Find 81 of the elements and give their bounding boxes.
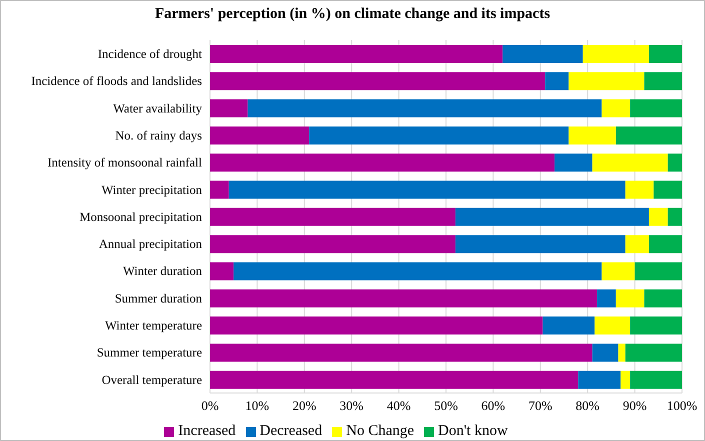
bar xyxy=(455,208,649,226)
y-tick-label: No. of rainy days xyxy=(115,128,202,142)
bar xyxy=(210,99,248,118)
y-tick-label: Overall temperature xyxy=(102,372,202,387)
bar xyxy=(625,180,654,199)
x-tick-label: 10% xyxy=(245,398,270,414)
bar xyxy=(668,208,682,226)
bar xyxy=(210,316,543,335)
legend-label: Don't know xyxy=(438,423,508,439)
bar xyxy=(545,72,569,90)
bar xyxy=(568,72,644,90)
bar xyxy=(602,99,630,118)
bar xyxy=(210,344,592,362)
bar xyxy=(625,235,649,254)
bar xyxy=(592,154,668,172)
y-tick-label: Winter duration xyxy=(123,264,203,278)
bar xyxy=(554,154,592,172)
bar xyxy=(592,344,618,362)
y-tick-label: Incidence of drought xyxy=(98,47,203,62)
bar xyxy=(455,235,626,254)
x-tick-label: 80% xyxy=(576,398,600,414)
bar xyxy=(648,235,682,254)
y-tick-label: Monsoonal precipitation xyxy=(79,210,203,224)
bar xyxy=(210,289,598,308)
bar xyxy=(620,370,630,389)
legend-label: Decreased xyxy=(260,423,322,439)
bar xyxy=(502,45,583,63)
bar xyxy=(568,126,616,144)
bar xyxy=(210,126,310,144)
bar xyxy=(630,316,682,335)
bar xyxy=(210,208,456,226)
y-tick-label: Intensity of monsoonal rainfall xyxy=(48,156,203,170)
bar xyxy=(210,154,555,172)
bar xyxy=(597,289,616,308)
x-tick-label: 60% xyxy=(481,398,506,414)
bar xyxy=(602,262,635,280)
x-tick-label: 30% xyxy=(340,398,364,414)
bar xyxy=(616,126,682,144)
legend-label: No Change xyxy=(346,423,414,439)
bar xyxy=(210,235,456,254)
bar xyxy=(644,289,682,308)
y-tick-label: Winter temperature xyxy=(104,318,202,333)
bar xyxy=(654,180,682,199)
bar xyxy=(644,72,682,90)
bar xyxy=(634,262,682,280)
x-tick-label: 70% xyxy=(528,398,552,414)
bar xyxy=(234,262,602,280)
bar xyxy=(594,316,630,335)
y-tick-label: Summer duration xyxy=(114,291,203,306)
bar xyxy=(648,45,682,63)
x-tick-label: 40% xyxy=(386,398,411,414)
bar xyxy=(578,370,621,389)
bar xyxy=(210,180,229,199)
bar xyxy=(210,370,578,389)
bar xyxy=(309,126,569,144)
bar xyxy=(618,344,626,362)
x-tick-label: 50% xyxy=(434,398,458,414)
x-tick-label: 20% xyxy=(292,398,316,414)
x-tick-label: 100% xyxy=(666,398,698,414)
y-tick-label: Summer temperature xyxy=(96,346,202,360)
bar xyxy=(616,289,644,308)
x-tick-label: 0% xyxy=(201,398,219,414)
bar xyxy=(248,99,602,118)
bar xyxy=(630,99,682,118)
bar xyxy=(210,45,503,63)
bar xyxy=(210,72,546,90)
y-tick-label: Incidence of floods and landslides xyxy=(31,74,202,88)
bar xyxy=(210,262,234,280)
bar xyxy=(625,344,682,362)
y-tick-label: Winter precipitation xyxy=(101,182,203,197)
bar xyxy=(648,208,668,226)
y-tick-label: Water availability xyxy=(113,101,203,116)
bar xyxy=(582,45,649,63)
bar xyxy=(542,316,595,335)
x-tick-label: 90% xyxy=(622,398,647,414)
bar xyxy=(630,370,682,389)
chart-title: Farmers' perception (in %) on climate change and its impacts xyxy=(154,6,552,23)
legend-label: Increased xyxy=(178,423,236,439)
bar xyxy=(228,180,626,199)
y-tick-label: Annual precipitation xyxy=(98,237,203,252)
bar xyxy=(668,154,682,172)
